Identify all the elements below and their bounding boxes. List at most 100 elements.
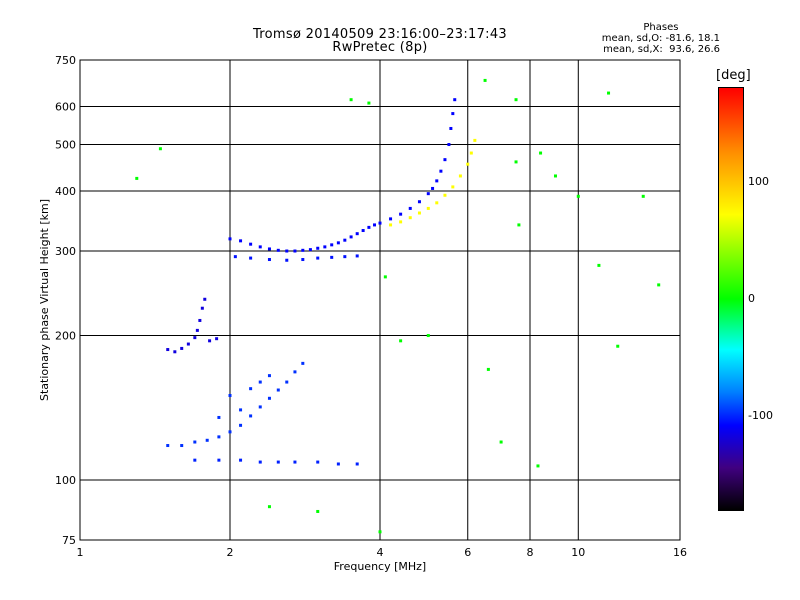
data-point bbox=[239, 408, 243, 412]
data-point bbox=[258, 380, 262, 384]
y-axis-label: Stationary phase Virtual Height [km] bbox=[38, 199, 51, 401]
data-point bbox=[228, 394, 232, 398]
data-point bbox=[343, 238, 347, 242]
data-point bbox=[336, 241, 340, 245]
data-point bbox=[399, 212, 403, 216]
data-point bbox=[258, 405, 262, 409]
data-point bbox=[383, 275, 387, 279]
data-point bbox=[349, 235, 353, 239]
colorbar-tick-label: 0 bbox=[748, 292, 755, 305]
data-point bbox=[355, 462, 359, 466]
data-point bbox=[228, 430, 232, 434]
data-point bbox=[451, 112, 455, 116]
data-point bbox=[447, 143, 451, 147]
data-point bbox=[180, 346, 184, 350]
data-point bbox=[285, 380, 289, 384]
data-point bbox=[343, 255, 347, 259]
data-point bbox=[355, 232, 359, 236]
data-point bbox=[616, 344, 620, 348]
data-point bbox=[239, 458, 243, 462]
data-point bbox=[195, 328, 199, 332]
data-point bbox=[431, 186, 435, 190]
data-point bbox=[193, 440, 197, 444]
data-point bbox=[135, 176, 139, 180]
data-point bbox=[417, 211, 421, 215]
data-point bbox=[215, 337, 219, 341]
data-point bbox=[301, 258, 305, 262]
y-tick-label: 100 bbox=[55, 474, 76, 487]
colorbar-tick-label: 100 bbox=[748, 174, 769, 188]
data-point bbox=[466, 162, 470, 166]
data-point bbox=[249, 387, 253, 391]
data-point bbox=[435, 201, 439, 205]
y-tick-label: 750 bbox=[55, 54, 76, 67]
data-point bbox=[267, 396, 271, 400]
data-point bbox=[451, 185, 455, 189]
data-point bbox=[435, 179, 439, 183]
data-point bbox=[276, 388, 280, 392]
data-point bbox=[293, 249, 297, 253]
data-point bbox=[426, 206, 430, 210]
data-point bbox=[193, 458, 197, 462]
data-point bbox=[517, 223, 521, 227]
data-point bbox=[205, 438, 209, 442]
colorbar bbox=[718, 87, 744, 511]
data-point bbox=[239, 423, 243, 427]
data-point bbox=[203, 297, 207, 301]
data-point bbox=[367, 101, 371, 105]
data-point bbox=[198, 318, 202, 322]
data-point bbox=[249, 256, 253, 260]
phase-stats-x: mean, sd,X: 93.6, 26.6 bbox=[603, 44, 720, 55]
data-point bbox=[336, 462, 340, 466]
data-point bbox=[408, 206, 412, 210]
x-axis-label: Frequency [MHz] bbox=[334, 560, 426, 573]
data-point bbox=[217, 415, 221, 419]
data-point bbox=[389, 223, 393, 227]
data-point bbox=[486, 367, 490, 371]
data-point bbox=[417, 200, 421, 204]
data-point bbox=[399, 220, 403, 224]
data-point bbox=[258, 460, 262, 464]
y-tick-label: 200 bbox=[55, 330, 76, 343]
data-point bbox=[180, 444, 184, 448]
data-point bbox=[316, 460, 320, 464]
data-point bbox=[399, 339, 403, 343]
data-point bbox=[166, 348, 170, 352]
data-point bbox=[233, 255, 237, 259]
y-tick-label: 500 bbox=[55, 139, 76, 152]
data-point bbox=[228, 237, 232, 241]
data-point bbox=[361, 229, 365, 233]
data-point bbox=[249, 414, 253, 418]
colorbar-label: [deg] bbox=[716, 68, 751, 83]
data-point bbox=[330, 243, 334, 247]
data-point bbox=[539, 151, 543, 155]
data-point bbox=[186, 342, 190, 346]
y-tick-label: 600 bbox=[55, 101, 76, 114]
x-tick-label: 2 bbox=[227, 546, 234, 559]
x-tick-label: 1 bbox=[77, 546, 84, 559]
data-point bbox=[473, 138, 477, 142]
y-tick-label: 75 bbox=[62, 534, 76, 547]
data-point bbox=[267, 258, 271, 262]
data-point bbox=[378, 221, 382, 225]
data-point bbox=[514, 160, 518, 164]
data-point bbox=[576, 194, 580, 198]
data-point bbox=[408, 216, 412, 220]
data-point bbox=[367, 225, 371, 229]
data-point bbox=[285, 258, 289, 262]
data-point bbox=[349, 98, 353, 102]
data-point bbox=[316, 509, 320, 513]
x-tick-label: 4 bbox=[377, 546, 384, 559]
x-tick-label: 8 bbox=[527, 546, 534, 559]
data-point bbox=[458, 174, 462, 178]
data-point bbox=[285, 249, 289, 253]
data-point bbox=[258, 245, 262, 249]
data-point bbox=[200, 306, 204, 310]
y-tick-label: 300 bbox=[55, 245, 76, 258]
data-point bbox=[514, 98, 518, 102]
colorbar-gradient bbox=[718, 87, 744, 511]
data-point bbox=[173, 350, 177, 354]
data-point bbox=[449, 126, 453, 130]
data-point bbox=[536, 464, 540, 468]
